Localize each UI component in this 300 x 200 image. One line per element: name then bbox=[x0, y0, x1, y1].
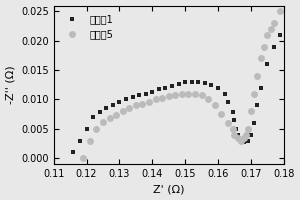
对比例1 bbox=[72, 151, 75, 153]
实施例5 bbox=[231, 128, 235, 130]
对比例1 bbox=[203, 82, 207, 84]
对比例1 bbox=[164, 87, 167, 89]
对比例1 bbox=[196, 81, 200, 83]
对比例1 bbox=[170, 85, 174, 87]
对比例1 bbox=[266, 63, 269, 65]
对比例1 bbox=[239, 139, 243, 142]
对比例1 bbox=[246, 139, 249, 142]
对比例1 bbox=[223, 92, 226, 95]
对比例1 bbox=[236, 133, 240, 136]
对比例1 bbox=[242, 141, 246, 144]
对比例1 bbox=[190, 81, 194, 83]
实施例5 bbox=[82, 157, 85, 159]
实施例5 bbox=[114, 114, 118, 116]
实施例5 bbox=[256, 75, 259, 77]
实施例5 bbox=[180, 92, 184, 95]
Line: 实施例5: 实施例5 bbox=[80, 8, 284, 162]
对比例1 bbox=[183, 81, 187, 83]
实施例5 bbox=[167, 95, 170, 97]
对比例1 bbox=[131, 95, 134, 98]
实施例5 bbox=[272, 22, 276, 24]
实施例5 bbox=[242, 136, 246, 139]
实施例5 bbox=[220, 113, 223, 115]
对比例1 bbox=[144, 92, 148, 95]
对比例1 bbox=[233, 119, 236, 121]
对比例1 bbox=[252, 122, 256, 124]
对比例1 bbox=[234, 128, 238, 130]
对比例1 bbox=[85, 128, 88, 130]
实施例5 bbox=[239, 139, 243, 142]
实施例5 bbox=[213, 104, 217, 107]
对比例1 bbox=[92, 116, 95, 118]
对比例1 bbox=[118, 101, 121, 104]
实施例5 bbox=[206, 98, 210, 101]
实施例5 bbox=[108, 117, 111, 119]
实施例5 bbox=[173, 94, 177, 96]
实施例5 bbox=[187, 92, 190, 95]
对比例1 bbox=[78, 139, 82, 142]
对比例1 bbox=[249, 133, 253, 136]
Y-axis label: -Z'' (Ω): -Z'' (Ω) bbox=[6, 65, 16, 104]
实施例5 bbox=[134, 104, 138, 107]
对比例1 bbox=[259, 87, 262, 89]
实施例5 bbox=[266, 34, 269, 36]
实施例5 bbox=[154, 98, 158, 101]
实施例5 bbox=[193, 92, 197, 95]
对比例1 bbox=[124, 98, 128, 101]
实施例5 bbox=[94, 128, 98, 130]
对比例1 bbox=[177, 82, 180, 85]
实施例5 bbox=[141, 102, 144, 105]
Line: 对比例1: 对比例1 bbox=[71, 32, 283, 155]
对比例1 bbox=[272, 45, 276, 48]
实施例5 bbox=[244, 133, 248, 136]
对比例1 bbox=[151, 91, 154, 93]
对比例1 bbox=[279, 34, 282, 36]
对比例1 bbox=[216, 87, 220, 89]
实施例5 bbox=[259, 57, 262, 60]
实施例5 bbox=[269, 28, 272, 30]
实施例5 bbox=[252, 92, 256, 95]
对比例1 bbox=[137, 94, 141, 96]
实施例5 bbox=[121, 110, 124, 112]
实施例5 bbox=[147, 101, 151, 103]
实施例5 bbox=[101, 121, 105, 123]
对比例1 bbox=[210, 84, 213, 86]
实施例5 bbox=[128, 107, 131, 109]
实施例5 bbox=[233, 133, 236, 136]
实施例5 bbox=[88, 139, 92, 142]
对比例1 bbox=[104, 107, 108, 109]
实施例5 bbox=[226, 122, 230, 124]
实施例5 bbox=[200, 94, 203, 96]
对比例1 bbox=[226, 101, 230, 104]
对比例1 bbox=[157, 88, 161, 90]
对比例1 bbox=[98, 111, 101, 114]
实施例5 bbox=[279, 10, 282, 13]
对比例1 bbox=[231, 111, 235, 114]
实施例5 bbox=[236, 136, 240, 139]
实施例5 bbox=[262, 45, 266, 48]
实施例5 bbox=[249, 110, 253, 112]
实施例5 bbox=[246, 128, 249, 130]
X-axis label: Z' (Ω): Z' (Ω) bbox=[153, 184, 184, 194]
对比例1 bbox=[111, 104, 115, 107]
Legend: 对比例1, 实施例5: 对比例1, 实施例5 bbox=[58, 10, 118, 43]
对比例1 bbox=[256, 104, 259, 107]
实施例5 bbox=[160, 97, 164, 99]
